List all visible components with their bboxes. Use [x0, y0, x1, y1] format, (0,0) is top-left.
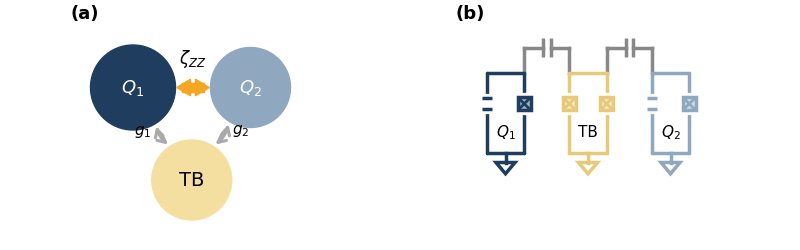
- Text: TB: TB: [578, 125, 598, 140]
- Text: $Q_1$: $Q_1$: [496, 123, 515, 142]
- Text: $Q_1$: $Q_1$: [122, 78, 145, 98]
- FancyBboxPatch shape: [188, 83, 198, 92]
- FancyBboxPatch shape: [194, 83, 204, 92]
- Circle shape: [152, 140, 232, 220]
- Circle shape: [210, 48, 290, 128]
- FancyBboxPatch shape: [682, 97, 696, 110]
- Polygon shape: [195, 79, 210, 96]
- Circle shape: [90, 45, 175, 130]
- Text: $g_1$: $g_1$: [134, 124, 152, 140]
- Text: (a): (a): [70, 5, 99, 23]
- Text: $\zeta_{ZZ}$: $\zeta_{ZZ}$: [179, 48, 206, 70]
- FancyBboxPatch shape: [600, 97, 614, 110]
- Text: (b): (b): [455, 5, 485, 23]
- FancyBboxPatch shape: [518, 97, 530, 110]
- FancyBboxPatch shape: [182, 83, 192, 92]
- Text: $Q_2$: $Q_2$: [661, 123, 680, 142]
- Polygon shape: [177, 79, 190, 96]
- Text: $Q_2$: $Q_2$: [239, 78, 262, 98]
- Text: TB: TB: [179, 170, 205, 190]
- Text: $g_2$: $g_2$: [233, 123, 250, 139]
- FancyBboxPatch shape: [562, 97, 576, 110]
